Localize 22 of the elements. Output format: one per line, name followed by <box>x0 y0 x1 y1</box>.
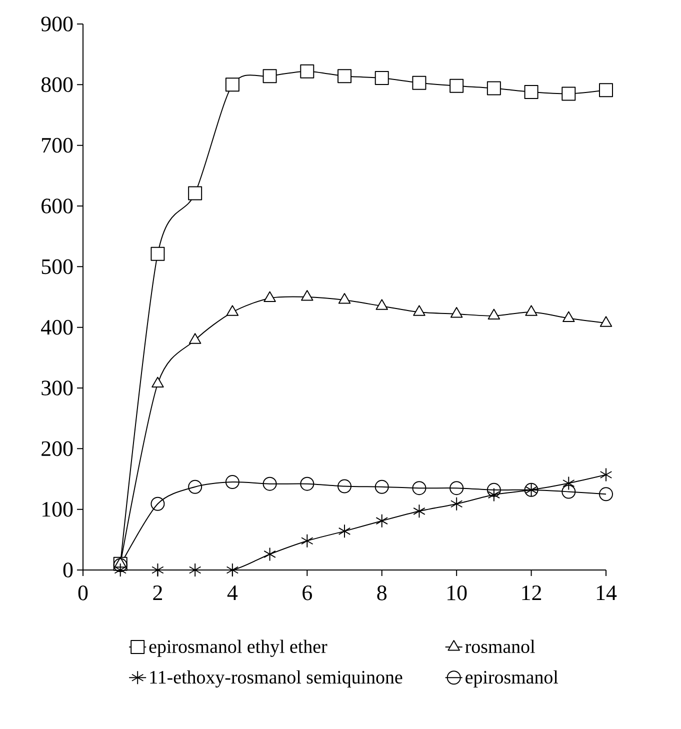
x-tick-label: 8 <box>377 586 387 600</box>
y-tick-label: 900 <box>41 16 73 32</box>
x-tick-label: 2 <box>153 586 162 600</box>
legend-label: epirosmanol <box>466 670 558 688</box>
x-tick-label: 10 <box>448 586 467 600</box>
y-tick-label: 400 <box>41 320 73 335</box>
y-tick-label: 100 <box>42 502 73 517</box>
legend-label: epirosmanol ethyl ether <box>149 640 328 657</box>
y-tick-label: 500 <box>42 259 73 274</box>
y-tick-label: 0 <box>63 562 73 578</box>
x-tick-label: 14 <box>596 586 617 600</box>
y-tick-label: 600 <box>42 198 73 214</box>
y-tick-label: 800 <box>41 77 73 92</box>
x-tick-label: 6 <box>302 586 312 600</box>
y-tick-label: 700 <box>42 138 73 153</box>
x-tick-label: 0 <box>78 586 88 600</box>
x-tick-label: 4 <box>227 586 238 600</box>
y-tick-label: 200 <box>42 441 73 456</box>
legend-label: rosmanol <box>465 640 535 654</box>
y-tick-label: 300 <box>42 380 73 396</box>
legend-label: 11-ethoxy-rosmanol semiquinone <box>150 670 402 688</box>
x-tick-label: 12 <box>522 586 542 600</box>
